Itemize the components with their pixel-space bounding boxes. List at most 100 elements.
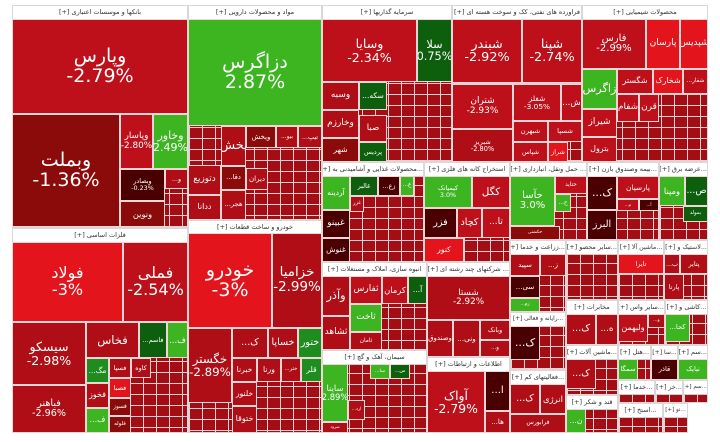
stock-tile[interactable]: ...آ xyxy=(408,276,427,304)
stock-tile[interactable]: شستا -2.92% xyxy=(427,276,510,320)
stock-tile[interactable]: ختوقا xyxy=(232,406,257,433)
stock-tile[interactable]: انرژی xyxy=(540,384,566,414)
stock-tile[interactable]: خساپا xyxy=(268,328,298,358)
stock-tile[interactable]: فصبا xyxy=(109,378,131,398)
stock-tile[interactable]: وپارس -2.79% xyxy=(12,19,188,114)
stock-tile[interactable]: شبریز -2.80% xyxy=(452,129,513,162)
sector-header[interactable]: ...هتل [+] xyxy=(619,346,650,360)
sector-header[interactable]: فراورده های نفتی، کک و سوخت هسته ای [+] xyxy=(453,6,581,20)
stock-tile[interactable]: ددانا xyxy=(188,195,221,220)
sector-header[interactable]: محصولات شیمیایی [+] xyxy=(583,6,707,20)
sector-header[interactable]: ...سایر واس [+] xyxy=(619,301,664,315)
stock-tile[interactable]: وسبه xyxy=(322,82,359,110)
sector-header[interactable]: ...فعالیتهای کم [+] xyxy=(511,371,565,385)
stock-tile[interactable]: کاوه xyxy=(131,358,151,378)
stock-tile[interactable]: ...کحا xyxy=(665,314,690,342)
stock-tile[interactable]: ...ف xyxy=(86,408,109,433)
sector-header[interactable]: ...استخ [+] xyxy=(619,404,662,418)
stock-tile[interactable]: حتاید xyxy=(555,176,587,194)
stock-tile[interactable]: قلر xyxy=(301,358,322,382)
stock-tile[interactable]: فسپا xyxy=(109,358,131,378)
stock-tile[interactable]: ...ک xyxy=(510,384,540,414)
stock-tile[interactable]: فسوز xyxy=(109,398,131,416)
stock-tile[interactable]: وبملت -1.36% xyxy=(12,114,120,227)
stock-tile[interactable]: ...ف xyxy=(167,322,188,358)
stock-tile[interactable]: ...ز xyxy=(540,254,566,276)
stock-tile[interactable]: ...هجر xyxy=(221,190,246,220)
stock-tile[interactable]: دیران xyxy=(246,168,268,190)
stock-tile[interactable]: سرود xyxy=(322,422,348,433)
sector-header[interactable]: ...محصولات غذایی و آشامیدنی به [+] xyxy=(323,163,423,177)
stock-tile[interactable]: خبرنا xyxy=(232,358,257,382)
stock-tile[interactable]: پخش xyxy=(221,126,246,166)
sector-header[interactable]: اطلاعات و ارتباطات [+] xyxy=(428,358,509,372)
stock-tile[interactable]: دتوزیع xyxy=(188,165,221,195)
stock-tile[interactable]: ...غ xyxy=(400,176,414,196)
stock-tile[interactable]: زاگرس xyxy=(582,69,617,109)
stock-tile[interactable]: خلنور xyxy=(232,382,257,406)
sector-header[interactable]: مواد و محصولات دارویی [+] xyxy=(189,6,321,20)
stock-tile[interactable]: ...ب xyxy=(664,254,680,274)
sector-header[interactable]: فلزات اساسی [+] xyxy=(13,229,187,243)
sector-header[interactable]: ...عرضه برق [+] xyxy=(660,163,707,177)
stock-tile[interactable]: ویخش xyxy=(246,126,276,148)
stock-tile[interactable]: کگل xyxy=(472,176,510,208)
stock-tile[interactable]: آردینه xyxy=(322,176,350,210)
stock-tile[interactable]: قرن xyxy=(639,94,659,122)
stock-tile[interactable]: ...مگ xyxy=(86,358,109,383)
sector-header[interactable]: استخراج کانه های فلزی [+] xyxy=(425,163,509,177)
stock-tile[interactable]: ...ها xyxy=(485,411,510,433)
stock-tile[interactable]: سمگا xyxy=(618,359,638,380)
stock-tile[interactable]: خودرو -3% xyxy=(188,233,272,328)
stock-tile[interactable]: صبا xyxy=(359,115,387,142)
stock-tile[interactable]: ...سکه xyxy=(359,82,387,110)
sector-header[interactable]: ...زراعت و خدما [+] xyxy=(511,241,565,255)
stock-tile[interactable]: وآذر xyxy=(322,276,350,316)
sector-header[interactable]: ... حمل ونقل، انبارداری [+] xyxy=(511,163,586,177)
stock-tile[interactable]: شبهرن xyxy=(513,121,548,142)
sector-header[interactable]: ...رایانه و فعالی [+] xyxy=(511,313,565,327)
stock-tile[interactable]: فرابورس xyxy=(510,414,566,433)
stock-tile[interactable]: شپاس xyxy=(513,142,548,162)
stock-tile[interactable]: ولبهمن xyxy=(618,314,648,342)
stock-tile[interactable]: شفلز -3.05% xyxy=(513,84,561,121)
stock-tile[interactable]: شپدیس xyxy=(680,19,708,69)
stock-tile[interactable]: ...و xyxy=(165,169,188,189)
stock-tile[interactable]: فملی -2.54% xyxy=(123,242,188,322)
stock-tile[interactable]: کنور xyxy=(424,238,464,262)
stock-tile[interactable]: ...ک xyxy=(566,359,596,389)
stock-tile[interactable]: وسایا -2.34% xyxy=(322,19,417,82)
stock-tile[interactable]: پارتا xyxy=(664,274,684,300)
stock-tile[interactable]: ونوین xyxy=(120,201,165,227)
stock-tile[interactable]: ثاخت xyxy=(350,304,382,332)
stock-tile[interactable]: وپاسار -2.80% xyxy=(120,114,153,169)
stock-tile[interactable]: ...شفار xyxy=(683,69,708,94)
stock-tile[interactable]: خگستر -2.89% xyxy=(188,328,232,403)
stock-tile[interactable]: ...ص xyxy=(685,176,708,206)
stock-tile[interactable]: فباهنر -2.96% xyxy=(12,385,86,433)
stock-tile[interactable]: کچاد xyxy=(457,208,482,238)
stock-tile[interactable]: شراز xyxy=(548,142,568,162)
stock-tile[interactable]: خزامیا -2.99% xyxy=(272,233,322,328)
stock-tile[interactable]: ...ک xyxy=(232,328,268,358)
stock-tile[interactable]: البرز xyxy=(587,210,617,240)
stock-tile[interactable]: ...ارد xyxy=(348,400,365,420)
stock-tile[interactable]: شبندر -2.92% xyxy=(452,19,522,83)
stock-tile[interactable]: ختور xyxy=(298,328,322,358)
stock-tile[interactable]: ثامان xyxy=(350,332,382,350)
stock-tile[interactable]: کرمان xyxy=(382,276,408,304)
stock-tile[interactable]: ثفارس xyxy=(350,276,382,304)
stock-tile[interactable]: ...ا xyxy=(485,371,510,411)
stock-tile[interactable]: شتران -2.93% xyxy=(452,84,513,129)
stock-tile[interactable]: پردیس xyxy=(359,142,387,162)
stock-tile[interactable]: غبینو xyxy=(322,210,350,238)
sector-header[interactable]: ...سم [+] xyxy=(679,346,707,360)
stock-tile[interactable]: ساینا 2.89% xyxy=(322,364,348,422)
stock-tile[interactable]: ...ختر xyxy=(281,358,301,382)
stock-tile[interactable]: وخاور 2.49% xyxy=(153,114,188,169)
sector-header[interactable]: ...خدما [+] xyxy=(619,381,654,395)
stock-tile[interactable]: ...زع xyxy=(378,176,400,196)
stock-tile[interactable]: نیایک xyxy=(678,359,708,380)
stock-tile[interactable]: فلوله xyxy=(109,416,131,433)
sector-header[interactable]: ...سایر محصو [+] xyxy=(567,241,617,255)
